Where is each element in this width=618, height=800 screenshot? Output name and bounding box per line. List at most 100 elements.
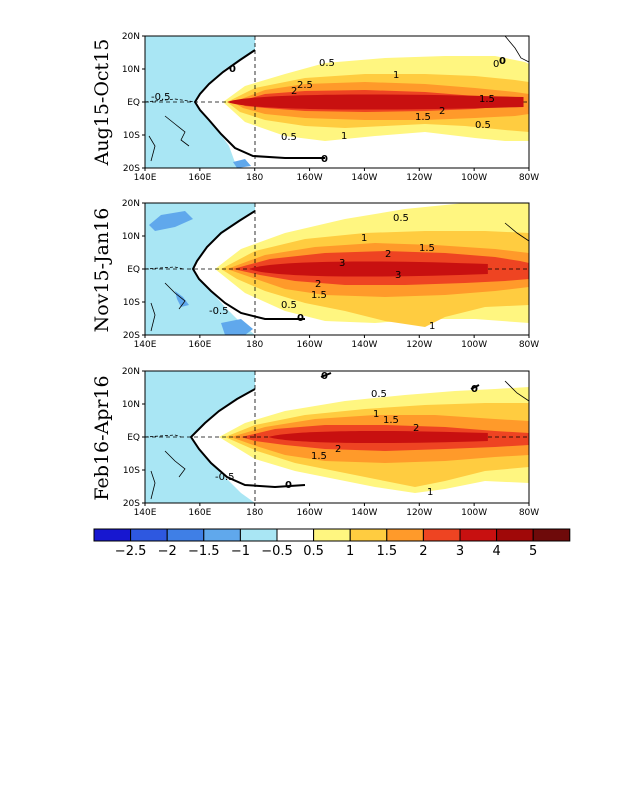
- panel-3-core-band: [268, 430, 488, 444]
- panel-3-contour-label: 1: [373, 409, 379, 420]
- panel-1-contour-label: 1.5: [479, 94, 495, 105]
- panel-1-contour-label: 0.5: [319, 58, 335, 69]
- panel-2-cold-region: [145, 203, 255, 335]
- panel-1-lon-tick-label: 140E: [134, 173, 157, 183]
- panel-3-title: Feb16-Apr16: [91, 375, 113, 500]
- panel-1-lat-tick-label: 10S: [123, 131, 140, 141]
- panel-3: Feb16-Apr16 0 0 0.5 1 1.5 2 2 1.5 -0.5 0: [91, 370, 530, 504]
- panel-1-contour-label: 2.5: [297, 80, 313, 91]
- panel-2: Nov15-Jan16 0.5 1 2 1.5 3 3 2 1.5 0.: [91, 202, 530, 336]
- panel-2-lon-tick-label: 80W: [519, 340, 539, 350]
- panel-2-lon-tick-label: 140E: [134, 340, 157, 350]
- panel-2-contour-label: 1: [429, 321, 435, 332]
- colorbar-swatch: [93, 528, 132, 542]
- panel-1-contour-label: -0.5: [151, 92, 171, 103]
- panel-2-contour-label: 1.5: [311, 290, 327, 301]
- panel-1-lon-tick-label: 160W: [297, 173, 323, 183]
- colorbar-swatch: [239, 528, 278, 542]
- panel-2-cold-patch: [221, 319, 253, 335]
- panel-3-lon-tick-label: 140E: [134, 508, 157, 518]
- panel-3-lon-tick-label: 180: [246, 508, 263, 518]
- panel-2-contour-label: 0: [297, 313, 304, 324]
- colorbar-swatch: [349, 528, 388, 542]
- panel-2-contour-label: 3: [339, 258, 345, 269]
- panel-3-contour-label: 1.5: [383, 415, 399, 426]
- panel-3-contour-label: 2: [335, 444, 341, 455]
- colorbar-label: 4: [492, 544, 500, 559]
- colorbar-label: −2: [158, 544, 177, 559]
- panel-2-contour-label: 0.5: [281, 300, 297, 311]
- panel-3-zero-contour-north: [320, 372, 480, 390]
- panel-1-core-band: [227, 94, 524, 110]
- panel-3-contour-label: -0.5: [215, 472, 235, 483]
- panel-1-contour-label: 0.5: [475, 120, 491, 131]
- panel-3-lon-tick-label: 100W: [461, 508, 487, 518]
- panel-1-title: Aug15-Oct15: [91, 39, 113, 167]
- panel-3-zero-contour: [189, 388, 306, 489]
- panel-1-contour-label: 0: [229, 64, 236, 75]
- panel-2-title: Nov15-Jan16: [91, 208, 113, 333]
- panel-1-contour-label: 1: [393, 70, 399, 81]
- panel-2-core: [249, 261, 488, 277]
- colorbar-swatch: [386, 528, 424, 542]
- panel-3-contour-label: 0: [321, 371, 328, 382]
- panel-1-contour-label: 0: [493, 59, 499, 70]
- colorbar-swatch: [203, 528, 241, 542]
- panel-3-contour-label: 0: [285, 480, 292, 491]
- panel-2-coast: [150, 222, 530, 332]
- panel-1-contour-label: 1: [341, 131, 347, 142]
- panel-2-lon-tick-label: 160E: [188, 340, 211, 350]
- colorbar-label: 0.5: [303, 544, 324, 559]
- colorbar-swatch: [422, 528, 461, 542]
- colorbar-swatch: [166, 528, 205, 542]
- colorbar-swatch: [459, 528, 498, 542]
- colorbar-swatch: [276, 528, 315, 542]
- panel-3-cold-region: [145, 371, 255, 503]
- panel-1-core: [227, 94, 524, 110]
- panel-2-contour-label: -0.5: [209, 306, 229, 317]
- panel-3-coast: [150, 380, 530, 500]
- panel-3-contour-label: 2: [413, 423, 419, 434]
- panel-1: Aug15-Oct15 0 0 -0.5 0.5 1 2 2.5 1.5 2 1…: [91, 35, 530, 169]
- panel-1-lon-tick-label: 180: [246, 173, 263, 183]
- panel-2-lat-tick-label: 10S: [123, 298, 140, 308]
- panel-2-contour-label: 2: [315, 279, 321, 290]
- panel-1-contour-label: 0: [321, 154, 328, 165]
- panel-2-lon-tick-label: 180: [246, 340, 263, 350]
- panel-3-lat-tick-label: 10S: [123, 466, 140, 476]
- panel-2-core-band: [249, 261, 488, 277]
- panel-1-coast: [148, 35, 530, 162]
- panel-1-contour-label: 2: [291, 86, 297, 97]
- panel-3-core: [268, 430, 488, 444]
- panel-2-contour-label: 1.5: [419, 243, 435, 254]
- colorbar-swatch: [130, 528, 168, 542]
- colorbar-label: 3: [456, 544, 464, 559]
- panel-1-cold-patch: [233, 159, 251, 168]
- panel-1-lon-tick-label: 160E: [188, 173, 211, 183]
- panel-2-neg-contour: [144, 266, 184, 270]
- panel-2-lon-tick-label: 100W: [461, 340, 487, 350]
- panel-1-contour-label: 2: [439, 106, 445, 117]
- colorbar-label: 5: [529, 544, 537, 559]
- colorbar-label: 1.5: [376, 544, 397, 559]
- panel-3-lat-tick-label: 10N: [122, 400, 140, 410]
- panel-3-lat-tick-label: 20S: [123, 499, 140, 509]
- panel-1-lon-tick-label: 140W: [351, 173, 377, 183]
- panel-3-lon-tick-label: 160E: [188, 508, 211, 518]
- panel-2-cold-patch: [149, 211, 193, 231]
- panel-2-lon-tick-label: 140W: [351, 340, 377, 350]
- colorbar-swatch: [532, 528, 571, 542]
- axis-tick-labels: 140E 160E 180 160W 140W 120W 100W 80W20N10NEQ10…: [122, 32, 539, 518]
- panel-1-lat-tick-label: 10N: [122, 65, 140, 75]
- panel-2-lat-tick-label: 20S: [123, 331, 140, 341]
- panel-3-lon-tick-label: 80W: [519, 508, 539, 518]
- panel-2-contour-label: 0.5: [393, 213, 409, 224]
- panel-2-contour-label: 1: [361, 233, 367, 244]
- colorbar-swatch: [496, 528, 534, 542]
- panel-2-lat-tick-label: EQ: [127, 265, 140, 275]
- panel-2-lat-tick-label: 10N: [122, 232, 140, 242]
- panel-3-lon-tick-label: 120W: [406, 508, 432, 518]
- panel-3-lat-tick-label: 20N: [122, 367, 140, 377]
- panel-3-neg-contour: [144, 434, 182, 438]
